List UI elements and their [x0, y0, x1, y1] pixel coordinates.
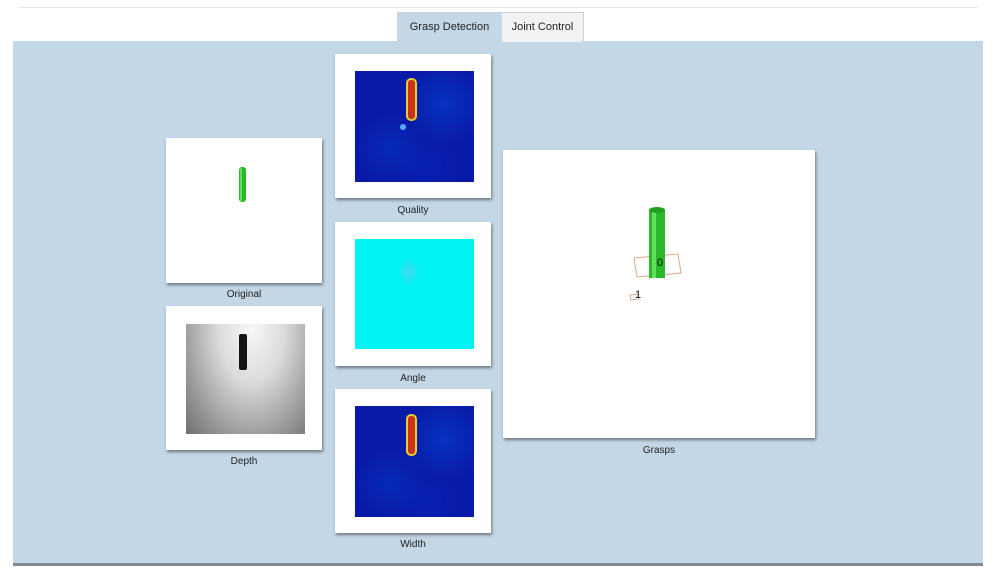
angle-label: Angle — [400, 373, 426, 384]
angle-image-card — [335, 222, 491, 366]
angle-map — [355, 239, 474, 349]
original-image-card — [166, 138, 322, 283]
tab-joint-control[interactable]: Joint Control — [501, 13, 583, 42]
original-image — [239, 167, 246, 202]
grasp-id-1: 1 — [635, 289, 641, 301]
depth-image-card — [166, 306, 322, 450]
quality-image-card — [335, 54, 491, 198]
grasps-view-card: 0 1 — [503, 150, 815, 438]
tab-bar: Grasp Detection Joint Control — [397, 12, 584, 42]
grasps-view: 0 1 — [629, 207, 682, 301]
grasps-label: Grasps — [642, 445, 676, 456]
grasp-id-0: 0 — [657, 257, 663, 269]
tab-grasp-detection[interactable]: Grasp Detection — [398, 13, 501, 42]
original-label: Original — [226, 289, 262, 300]
depth-object — [239, 334, 247, 370]
quality-hotspot — [400, 78, 417, 130]
width-image-card — [335, 389, 491, 533]
depth-label: Depth — [230, 456, 258, 467]
grasp-rectangle-1 — [629, 293, 640, 301]
grasp-detection-panel — [13, 41, 983, 563]
width-hotspot — [406, 414, 417, 456]
top-divider — [18, 7, 978, 8]
cylinder-object — [649, 207, 665, 278]
quality-label: Quality — [397, 205, 429, 216]
panel-bottom-border — [13, 563, 983, 566]
width-label: Width — [400, 539, 426, 550]
